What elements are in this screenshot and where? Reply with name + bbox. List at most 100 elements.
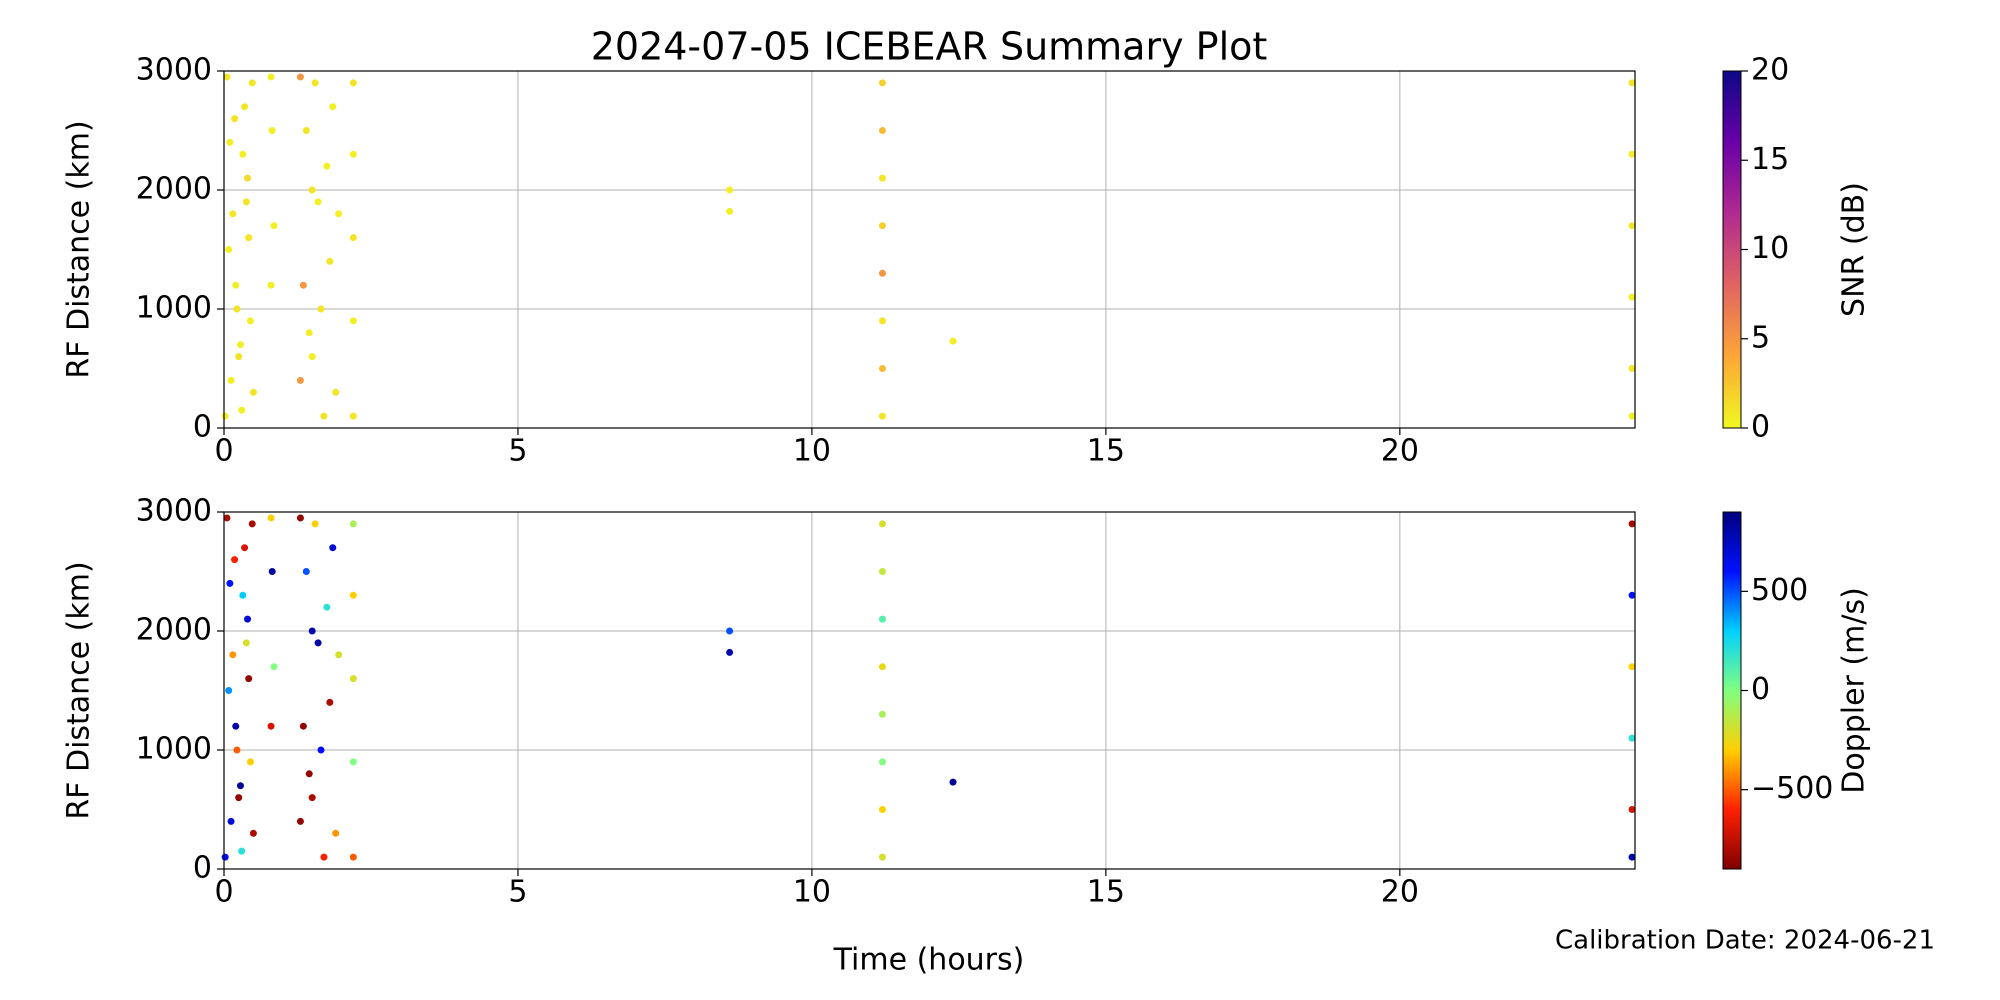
- point: [1628, 663, 1636, 671]
- point: [242, 639, 250, 647]
- annotation: Calibration Date: 2024-06-21: [1555, 926, 1935, 956]
- point: [349, 234, 357, 242]
- point: [249, 829, 257, 837]
- point: [1628, 150, 1636, 158]
- point: [241, 544, 249, 552]
- point: [726, 627, 734, 635]
- point: [227, 376, 235, 384]
- point: [302, 568, 310, 575]
- point: [1628, 365, 1636, 372]
- point: [878, 365, 886, 372]
- point: [326, 257, 334, 265]
- point: [242, 198, 250, 206]
- y-tick-label: 0: [193, 851, 212, 886]
- point: [239, 591, 247, 599]
- point: [1628, 520, 1636, 528]
- y-tick-label: 2000: [136, 172, 212, 207]
- point: [1628, 412, 1636, 420]
- point: [349, 853, 357, 861]
- point: [229, 651, 237, 659]
- point: [232, 281, 240, 289]
- point: [225, 246, 233, 253]
- point: [241, 103, 249, 111]
- y-tick-label: 3000: [136, 53, 212, 88]
- point: [329, 103, 337, 111]
- point: [226, 579, 234, 587]
- colorbar-label: SNR (dB): [1837, 182, 1872, 317]
- point: [349, 150, 357, 158]
- point: [317, 746, 325, 754]
- x-tick-label: 20: [1381, 875, 1419, 910]
- y-tick-label: 3000: [136, 494, 212, 529]
- point: [296, 73, 304, 81]
- point: [878, 79, 886, 87]
- point: [1628, 222, 1636, 230]
- point: [878, 269, 886, 277]
- point: [878, 412, 886, 420]
- colorbar-tick-label: 5: [1751, 320, 1770, 355]
- x-tick-label: 0: [214, 434, 233, 469]
- point: [267, 514, 275, 522]
- point: [305, 329, 313, 337]
- x-tick-label: 15: [1087, 875, 1125, 910]
- point: [233, 305, 241, 313]
- point: [878, 520, 886, 528]
- point: [308, 186, 316, 194]
- colorbar-tick-label: −500: [1751, 771, 1833, 806]
- point: [246, 317, 254, 325]
- point: [231, 115, 239, 123]
- y-tick-label: 2000: [136, 613, 212, 648]
- colorbar-tick-label: 0: [1751, 672, 1770, 707]
- point: [349, 520, 357, 528]
- x-tick-label: 10: [793, 434, 831, 469]
- colorbar-tick-label: 20: [1751, 53, 1789, 88]
- point: [878, 806, 886, 813]
- point: [726, 648, 734, 656]
- point: [349, 412, 357, 420]
- point: [226, 138, 234, 146]
- point: [267, 281, 275, 289]
- chart-title: 2024-07-05 ICEBEAR Summary Plot: [591, 25, 1268, 69]
- point: [949, 337, 957, 345]
- point: [878, 758, 886, 766]
- point: [223, 514, 231, 522]
- point: [332, 829, 340, 837]
- point: [311, 79, 319, 87]
- point: [235, 794, 243, 802]
- point: [349, 591, 357, 599]
- point: [299, 281, 307, 289]
- point: [335, 651, 343, 659]
- y-tick-label: 1000: [136, 291, 212, 326]
- point: [245, 234, 253, 242]
- colorbar: [1722, 70, 1742, 429]
- point: [296, 514, 304, 522]
- point: [236, 782, 244, 790]
- point: [296, 817, 304, 825]
- point: [949, 778, 957, 786]
- point: [232, 722, 240, 730]
- point: [299, 722, 307, 730]
- y-axis-label: RF Distance (km): [62, 120, 97, 378]
- point: [1628, 853, 1636, 861]
- point: [235, 353, 243, 361]
- point: [229, 210, 237, 218]
- point: [878, 127, 886, 134]
- point: [221, 412, 229, 420]
- point: [248, 520, 256, 528]
- y-tick-label: 1000: [136, 732, 212, 767]
- point: [1628, 591, 1636, 599]
- point: [878, 222, 886, 230]
- point: [249, 388, 257, 396]
- point: [314, 639, 322, 647]
- point: [296, 376, 304, 384]
- point: [268, 127, 276, 134]
- x-axis-label: Time (hours): [833, 943, 1025, 978]
- point: [320, 412, 328, 420]
- point: [1628, 293, 1636, 301]
- plot-frame: [223, 511, 1636, 870]
- point: [227, 817, 235, 825]
- point: [267, 722, 275, 730]
- point: [1628, 79, 1636, 87]
- colorbar-label: Doppler (m/s): [1837, 587, 1872, 794]
